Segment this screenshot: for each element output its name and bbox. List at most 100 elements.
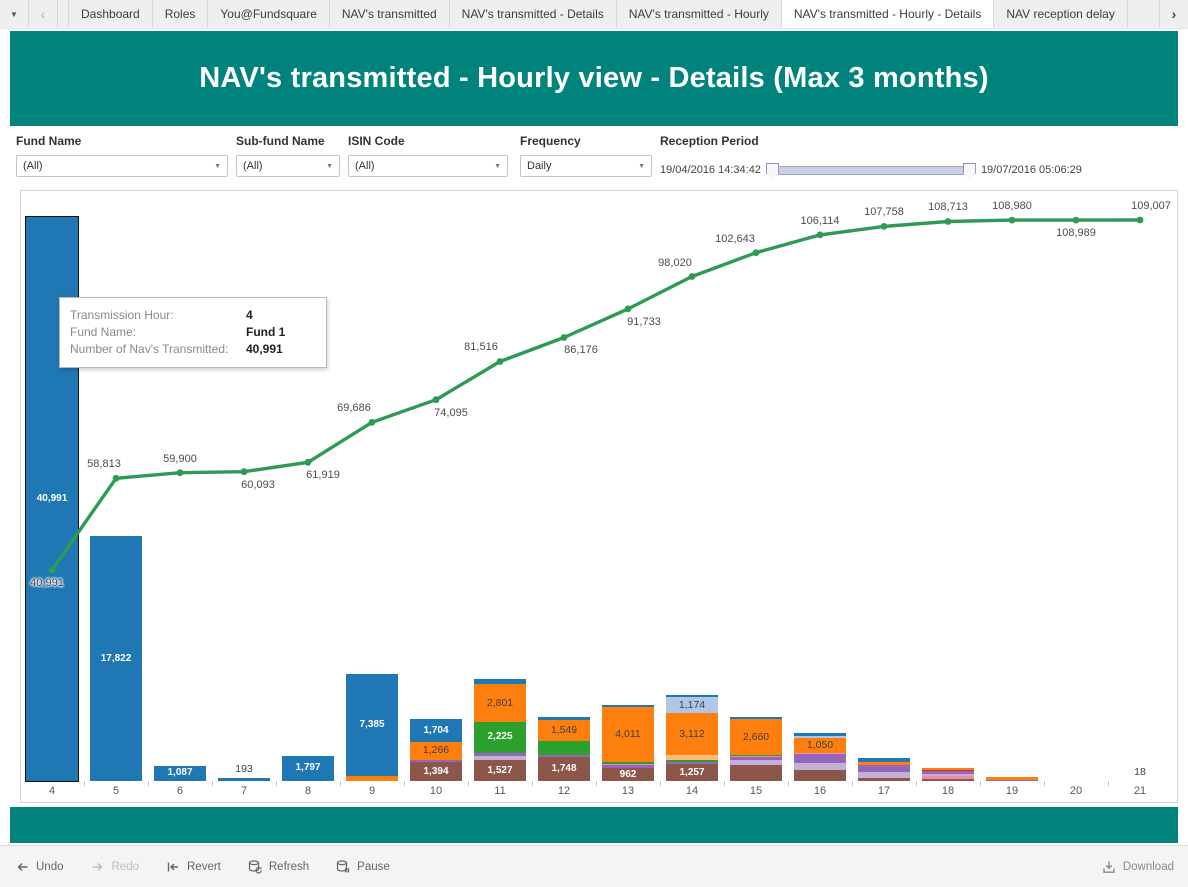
refresh-button[interactable]: Refresh (247, 859, 309, 875)
tab-nav-s-transmitted[interactable]: NAV's transmitted (330, 0, 450, 28)
bar-segment-lightblue[interactable] (794, 736, 846, 739)
bar-hour-10[interactable]: 1,394 1,266 1,704 (410, 718, 462, 781)
bar-segment-brown[interactable] (922, 778, 974, 781)
bar-segment-blue[interactable] (602, 704, 654, 707)
bar-segment-blue[interactable] (730, 717, 782, 719)
bar-segment-orange[interactable] (410, 742, 462, 760)
tab-scroll-left-button[interactable]: ‹ (29, 0, 58, 28)
bar-segment-blue[interactable] (218, 778, 270, 781)
bar-segment-orange[interactable] (474, 683, 526, 723)
bar-segment-orange[interactable] (666, 712, 718, 756)
tab-dashboard[interactable]: Dashboard (68, 0, 153, 28)
bar-segment-lavender[interactable] (730, 759, 782, 765)
bar-segment-green[interactable] (538, 741, 590, 756)
bar-segment-lightblue[interactable] (666, 696, 718, 713)
bar-segment-lavender[interactable] (794, 763, 846, 770)
tab-nav-s-transmitted-hourly-details[interactable]: NAV's transmitted - Hourly - Details (781, 0, 995, 28)
bar-hour-5[interactable]: 17,822 (90, 535, 142, 781)
range-start-handle[interactable] (765, 162, 779, 181)
undo-button[interactable]: Undo (14, 859, 64, 875)
bar-segment-pink[interactable] (730, 756, 782, 758)
bar-segment-purple[interactable] (794, 754, 846, 764)
filter-dropdown-sub-fund-name[interactable]: (All) ▼ (236, 155, 340, 177)
bar-segment-blue[interactable] (794, 733, 846, 737)
tab-roles[interactable]: Roles (153, 0, 209, 28)
bar-segment-brown[interactable] (794, 770, 846, 781)
bar-segment-brown[interactable] (730, 764, 782, 781)
bar-segment-brown[interactable] (538, 756, 590, 781)
bar-segment-blue[interactable] (410, 718, 462, 743)
bar-segment-purple[interactable] (922, 770, 974, 774)
bar-segment-blue[interactable] (666, 694, 718, 697)
bar-segment-blue[interactable] (346, 674, 398, 776)
pause-button[interactable]: Pause (335, 859, 390, 875)
bar-hour-9[interactable]: 7,385 (346, 674, 398, 781)
bar-hour-7[interactable] (218, 778, 270, 781)
bar-segment-purple[interactable] (730, 757, 782, 760)
bar-hour-11[interactable]: 1,527 2,225 2,801 (474, 678, 526, 781)
bar-segment-purple[interactable] (666, 761, 718, 764)
tab-nav-s-transmitted-details[interactable]: NAV's transmitted - Details (450, 0, 617, 28)
bar-segment-blue[interactable] (474, 678, 526, 684)
bar-segment-lavender[interactable] (474, 756, 526, 760)
bar-hour-15[interactable]: 2,660 (730, 717, 782, 781)
bar-hour-12[interactable]: 1,748 1,549 (538, 716, 590, 781)
bar-segment-pink[interactable] (602, 763, 654, 766)
bar-segment-blue[interactable] (282, 756, 334, 781)
bar-segment-red[interactable] (922, 769, 974, 771)
redo-button[interactable]: Redo (90, 859, 139, 875)
bar-hour-13[interactable]: 962 4,011 (602, 704, 654, 781)
bar-segment-pink[interactable] (794, 752, 846, 755)
bar-segment-purple[interactable] (602, 765, 654, 768)
bar-segment-pink[interactable] (922, 776, 974, 779)
tab-nav-s-transmitted-hourly[interactable]: NAV's transmitted - Hourly (617, 0, 782, 28)
bar-segment-orange[interactable] (538, 719, 590, 741)
bar-segment-orange[interactable] (602, 706, 654, 762)
bar-segment-blue[interactable] (538, 716, 590, 720)
bar-segment-green[interactable] (666, 759, 718, 762)
tab-dropdown-button[interactable]: ▼ (0, 0, 29, 28)
bar-segment-orange[interactable] (986, 777, 1038, 780)
bar-segment-blue[interactable] (154, 766, 206, 781)
tab-nav-reception-delay[interactable]: NAV reception delay (994, 0, 1128, 28)
bar-hour-17[interactable] (858, 758, 910, 781)
bar-segment-green[interactable] (474, 722, 526, 754)
bar-segment-orange[interactable] (346, 775, 398, 781)
bar-segment-blue[interactable] (90, 535, 142, 781)
filter-dropdown-isin-code[interactable]: (All) ▼ (348, 155, 508, 177)
bar-segment-orange[interactable] (794, 738, 846, 753)
bar-segment-peach[interactable] (666, 755, 718, 760)
range-end-handle[interactable] (962, 162, 976, 181)
bar-segment-green[interactable] (602, 761, 654, 764)
bar-segment-lavender[interactable] (858, 772, 910, 778)
bar-segment-purple[interactable] (986, 779, 1038, 781)
bar-hour-14[interactable]: 1,257 3,112 1,174 (666, 694, 718, 781)
bar-segment-blue[interactable] (858, 758, 910, 762)
bar-segment-brown[interactable] (410, 761, 462, 781)
bar-hour-18[interactable] (922, 767, 974, 781)
bar-hour-16[interactable]: 1,050 (794, 733, 846, 781)
filter-dropdown-fund-name[interactable]: (All) ▼ (16, 155, 228, 177)
bar-segment-purple[interactable] (410, 759, 462, 762)
bar-segment-orange[interactable] (730, 718, 782, 756)
bar-segment-orange[interactable] (922, 767, 974, 770)
tab-you-fundsquare[interactable]: You@Fundsquare (208, 0, 330, 28)
bar-segment-brown[interactable] (602, 767, 654, 781)
bar-hour-6[interactable]: 1,087 (154, 766, 206, 781)
bar-segment-purple[interactable] (538, 755, 590, 757)
bar-segment-orange[interactable] (858, 761, 910, 766)
bar-segment-brown[interactable] (666, 763, 718, 781)
download-button[interactable]: Download (1101, 859, 1174, 875)
bar-hour-8[interactable]: 1,797 (282, 756, 334, 781)
bar-hour-19[interactable] (986, 777, 1038, 781)
bar-segment-green[interactable] (730, 755, 782, 757)
revert-button[interactable]: Revert (165, 859, 221, 875)
filter-dropdown-frequency[interactable]: Daily ▼ (520, 155, 652, 177)
bar-segment-lavender[interactable] (922, 773, 974, 777)
bar-segment-brown[interactable] (858, 777, 910, 781)
date-range-track[interactable] (765, 162, 976, 181)
tab-scroll-right-button[interactable]: › (1159, 0, 1188, 28)
bar-segment-brown[interactable] (474, 760, 526, 781)
bar-segment-purple[interactable] (858, 765, 910, 773)
bar-segment-purple[interactable] (474, 753, 526, 757)
